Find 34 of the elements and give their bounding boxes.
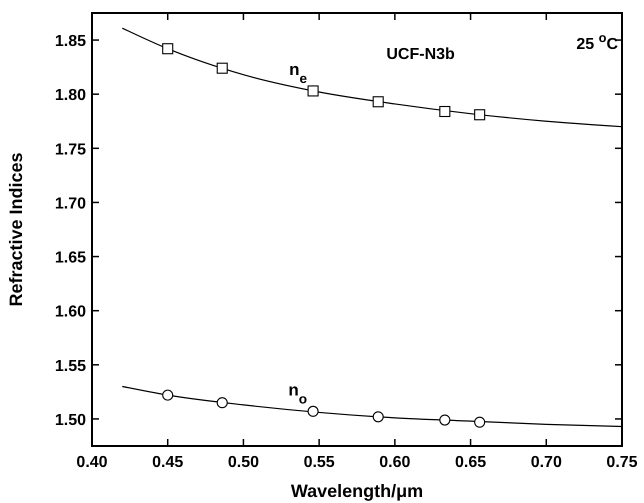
y-tick-label: 1.60 bbox=[54, 304, 86, 321]
annotation: UCF-N3b bbox=[386, 46, 456, 63]
x-tick-label: 0.65 bbox=[455, 454, 486, 471]
point bbox=[162, 390, 174, 401]
x-tick-label: 0.60 bbox=[379, 454, 411, 471]
series-label: n$_{o}$ bbox=[288, 380, 308, 406]
x-axis-title: Wavelength/μm bbox=[290, 481, 424, 501]
point bbox=[308, 406, 319, 417]
point bbox=[474, 416, 486, 428]
point bbox=[162, 43, 174, 54]
x-tick-label: 0.40 bbox=[76, 454, 108, 471]
point bbox=[439, 106, 450, 118]
y-tick-label: 1.70 bbox=[54, 195, 86, 212]
point bbox=[372, 96, 384, 108]
annotation: 25 $^{o}$C bbox=[576, 30, 618, 53]
point bbox=[216, 397, 228, 408]
point bbox=[216, 62, 228, 74]
point bbox=[308, 85, 319, 96]
y-tick-label: 1.75 bbox=[54, 141, 86, 158]
x-tick-label: 0.70 bbox=[530, 454, 562, 471]
y-tick-label: 1.80 bbox=[54, 87, 86, 104]
x-tick-label: 0.75 bbox=[606, 454, 638, 471]
y-tick-label: 1.50 bbox=[54, 412, 86, 429]
y-tick-label: 1.65 bbox=[54, 250, 86, 267]
point bbox=[474, 109, 486, 120]
x-tick-label: 0.45 bbox=[152, 454, 184, 471]
x-tick-label: 0.50 bbox=[228, 454, 260, 471]
point bbox=[372, 411, 384, 422]
series-label: n$_{e}$ bbox=[289, 60, 308, 86]
x-tick-label: 0.55 bbox=[304, 454, 335, 471]
point bbox=[439, 414, 450, 426]
y-axis-title: Refractive Indices bbox=[6, 152, 26, 307]
y-tick-label: 1.85 bbox=[54, 33, 86, 50]
y-tick-label: 1.55 bbox=[54, 358, 86, 375]
